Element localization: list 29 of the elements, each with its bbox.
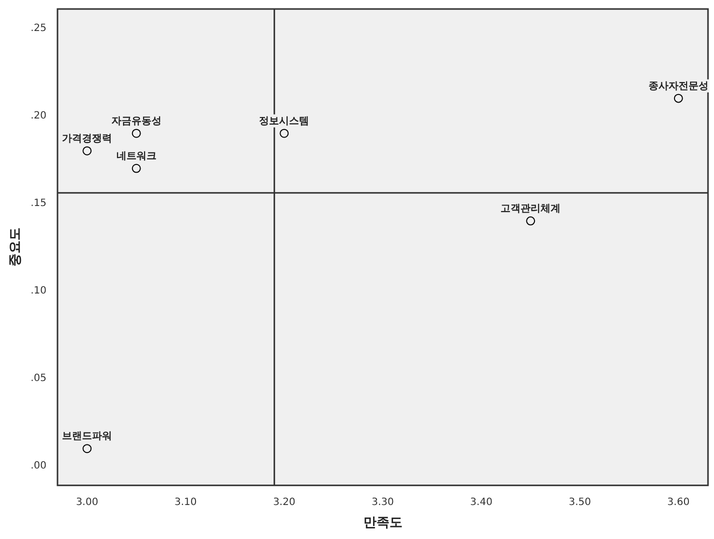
x-tick-label: 3.40 (470, 496, 492, 508)
x-tick-label: 3.00 (76, 496, 98, 508)
point (132, 164, 141, 173)
y-tick-label: .00 (30, 460, 47, 472)
point (132, 128, 141, 138)
y-tick-label: .25 (30, 22, 47, 34)
annotation: 네트워크 (116, 150, 156, 162)
x-tick-label: 3.60 (667, 496, 690, 508)
point (82, 444, 92, 454)
y-axis-title: 중요도 (8, 228, 24, 267)
point (674, 94, 683, 103)
y-tick-label: .05 (30, 373, 47, 384)
y-tick-label: .20 (30, 110, 47, 122)
annotation: 정보시스템 (259, 116, 310, 127)
x-tick-label: 3.10 (174, 496, 197, 508)
annotation: 가격경쟁력 (62, 133, 112, 144)
y-tick-label: .10 (30, 286, 47, 297)
point (526, 216, 536, 226)
annotation: 고객관리체계 (500, 204, 561, 215)
annotation: 브랜드파워 (62, 431, 112, 442)
y-tick-label: .15 (30, 198, 47, 210)
annotation: 자금유동성 (111, 116, 162, 127)
x-axis-title: 만족도 (363, 516, 402, 531)
x-tick-label: 3.50 (568, 496, 592, 508)
point (82, 146, 92, 156)
annotation: 종사자전문성 (648, 80, 708, 92)
x-tick-label: 3.20 (273, 496, 296, 508)
x-tick-label: 3.30 (372, 496, 394, 508)
point (280, 128, 289, 138)
